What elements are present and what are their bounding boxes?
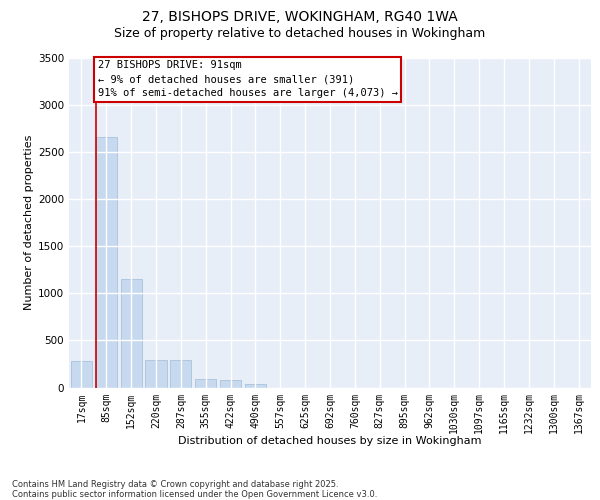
Text: 27, BISHOPS DRIVE, WOKINGHAM, RG40 1WA: 27, BISHOPS DRIVE, WOKINGHAM, RG40 1WA	[142, 10, 458, 24]
Y-axis label: Number of detached properties: Number of detached properties	[24, 135, 34, 310]
Bar	[170, 360, 191, 388]
Bar	[71, 361, 92, 388]
Bar	[195, 379, 216, 388]
Bar	[145, 360, 167, 388]
X-axis label: Distribution of detached houses by size in Wokingham: Distribution of detached houses by size …	[178, 436, 482, 446]
Text: Size of property relative to detached houses in Wokingham: Size of property relative to detached ho…	[115, 28, 485, 40]
Text: 27 BISHOPS DRIVE: 91sqm
← 9% of detached houses are smaller (391)
91% of semi-de: 27 BISHOPS DRIVE: 91sqm ← 9% of detached…	[98, 60, 398, 98]
Bar	[245, 384, 266, 388]
Bar	[96, 136, 117, 388]
Bar	[121, 279, 142, 388]
Text: Contains HM Land Registry data © Crown copyright and database right 2025.
Contai: Contains HM Land Registry data © Crown c…	[12, 480, 377, 499]
Bar	[220, 380, 241, 388]
